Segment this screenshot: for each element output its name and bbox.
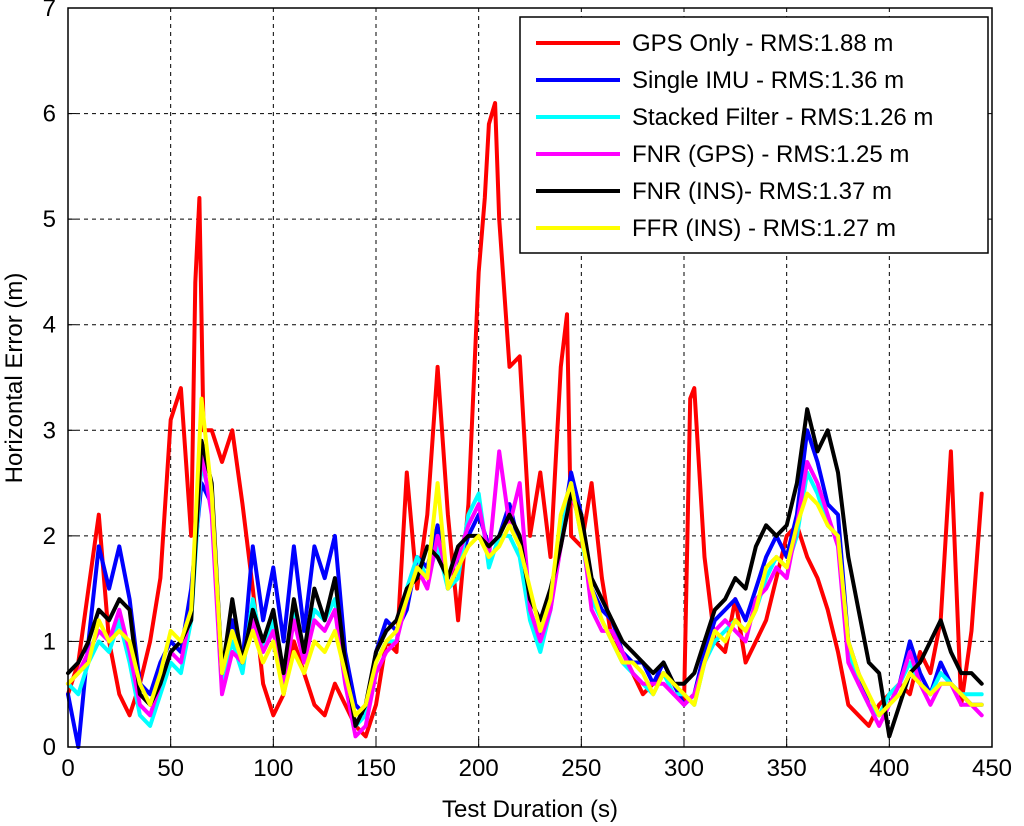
series-line-1 — [66, 101, 984, 739]
series-group — [66, 101, 984, 749]
legend-entry: FFR (INS) - RMS:1.27 m — [632, 215, 896, 242]
y-tick-label: 6 — [43, 101, 56, 128]
legend: GPS Only - RMS:1.88 m Single IMU - RMS:1.… — [519, 16, 989, 254]
x-tick-label: 350 — [767, 755, 807, 782]
x-tick-label: 200 — [459, 755, 499, 782]
x-axis-ticks: 0 50 100 150 200 250 300 350 400 450 — [61, 739, 1012, 782]
legend-entry: Stacked Filter - RMS:1.26 m — [632, 104, 933, 131]
legend-entry: GPS Only - RMS:1.88 m — [632, 30, 893, 57]
y-tick-label: 1 — [43, 628, 56, 655]
legend-entry: FNR (GPS) - RMS:1.25 m — [632, 141, 909, 168]
legend-entry: Single IMU - RMS:1.36 m — [632, 67, 904, 94]
x-tick-label: 0 — [61, 755, 74, 782]
y-axis-ticks: 0 1 2 3 4 5 6 7 — [43, 0, 76, 761]
legend-box — [519, 16, 989, 254]
y-tick-label: 2 — [43, 523, 56, 550]
x-tick-label: 300 — [664, 755, 704, 782]
x-axis-label: Test Duration (s) — [442, 796, 618, 823]
x-tick-label: 150 — [356, 755, 396, 782]
legend-entry: FNR (INS)- RMS:1.37 m — [632, 178, 892, 205]
y-tick-label: 7 — [43, 0, 56, 22]
x-tick-label: 100 — [253, 755, 293, 782]
x-tick-label: 450 — [972, 755, 1012, 782]
x-tick-label: 400 — [869, 755, 909, 782]
x-tick-label: 50 — [157, 755, 184, 782]
y-tick-label: 5 — [43, 206, 56, 233]
plot-frame — [67, 7, 993, 748]
x-tick-label: 250 — [561, 755, 601, 782]
y-tick-label: 4 — [43, 312, 56, 339]
y-tick-label: 3 — [43, 417, 56, 444]
series-line-6 — [66, 396, 984, 718]
y-tick-label: 0 — [43, 734, 56, 761]
y-axis-label: Horizontal Error (m) — [1, 273, 28, 484]
